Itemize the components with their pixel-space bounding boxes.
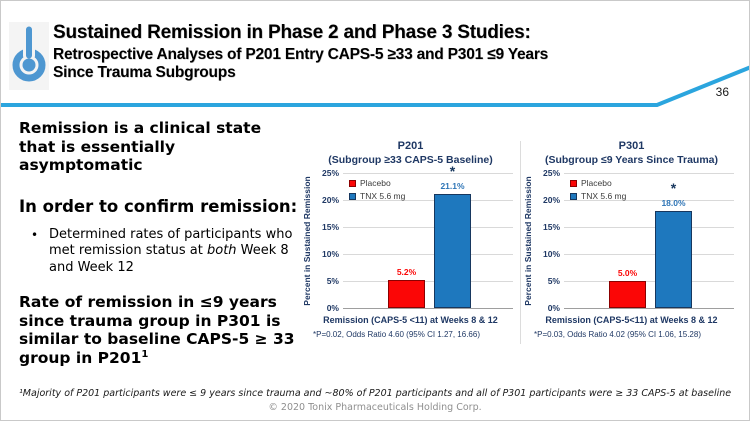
statement-rate-comparison: Rate of remission in ≤9 years since trau… (19, 293, 295, 367)
legend: Placebo TNX 5.6 mg (349, 178, 405, 204)
bar-placebo (609, 281, 646, 308)
bullet-text: Determined rates of participants who met… (49, 227, 293, 275)
bar-value-label: 18.0% (661, 197, 686, 208)
legend: Placebo TNX 5.6 mg (570, 178, 626, 204)
power-icon (12, 23, 46, 82)
slide-title: Sustained Remission in Phase 2 and Phase… (53, 22, 531, 43)
chart-footnote: *P=0.03, Odds Ratio 4.02 (95% CI 1.06, 1… (534, 330, 701, 339)
legend-swatch (570, 192, 577, 200)
legend-label: Placebo (360, 178, 391, 188)
legend-swatch (570, 179, 577, 187)
slide-subtitle-line2: Since Trauma Subgroups (53, 64, 236, 81)
bar-placebo (388, 279, 425, 308)
gridline (343, 227, 513, 228)
gridline (343, 254, 513, 255)
header-swoosh-line (1, 65, 749, 107)
legend-item: TNX 5.6 mg (349, 191, 405, 201)
copyright: © 2020 Tonix Pharmaceuticals Holding Cor… (268, 402, 482, 413)
statement-remission-definition: Remission is a clinical state that is es… (19, 119, 262, 175)
y-tick-label: 25% (542, 168, 560, 178)
gridline (343, 173, 513, 174)
slide-footnote: ¹Majority of P201 participants were ≤ 9 … (19, 388, 732, 399)
x-axis-label: Remission (CAPS-5 <11) at Weeks 8 & 12 (323, 315, 498, 325)
bar-value-label: 21.1% (440, 181, 465, 192)
legend-swatch (349, 192, 356, 200)
bullet-item: • Determined rates of participants who m… (31, 227, 293, 276)
legend-item: TNX 5.6 mg (570, 191, 626, 201)
legend-label: TNX 5.6 mg (360, 191, 406, 201)
bar-tnx-5-6-mg (655, 210, 692, 308)
y-tick-label: 5% (326, 276, 339, 286)
plot-area: Placebo TNX 5.6 mg 0% 5% 10% 15% 20% 25% 5.0% 18… (543, 168, 734, 313)
bar-tnx-5-6-mg (434, 194, 471, 308)
gridline (564, 200, 734, 201)
y-tick-label: 25% (321, 168, 339, 178)
bullet-marker: • (31, 228, 39, 242)
significance-asterisk: * (449, 163, 456, 180)
chart-title: P201 (397, 140, 424, 152)
y-tick-label: 20% (321, 195, 339, 205)
heading-confirm-remission: In order to confirm remission: (19, 197, 298, 216)
x-axis-label: Remission (CAPS-5<11) at Weeks 8 & 12 (545, 315, 718, 325)
legend-swatch (349, 179, 356, 187)
slide-subtitle-line1: Retrospective Analyses of P201 Entry CAP… (53, 46, 549, 63)
significance-asterisk: * (670, 179, 677, 196)
legend-label: Placebo (581, 178, 612, 188)
legend-label: TNX 5.6 mg (581, 191, 627, 201)
y-tick-label: 10% (321, 249, 339, 259)
chart-title: P301 (618, 140, 645, 152)
chart-subtitle: (Subgroup ≤9 Years Since Trauma) (544, 154, 719, 166)
chart-subtitle: (Subgroup ≥33 CAPS-5 Baseline) (328, 154, 493, 166)
y-axis-label: Percent in Sustained Remission (302, 176, 312, 306)
bar-value-label: 5.0% (617, 268, 638, 278)
gridline (564, 281, 734, 282)
tonix-logo (9, 22, 49, 90)
slide-number: 36 (715, 85, 729, 99)
reference-superscript: 1 (141, 348, 149, 360)
legend-item: Placebo (349, 178, 405, 188)
chart-divider (520, 141, 521, 344)
y-tick-label: 15% (321, 222, 339, 232)
y-tick-label: 20% (542, 195, 560, 205)
chart-panel-p301: P301 (Subgroup ≤9 Years Since Trauma) Pe… (522, 137, 741, 349)
y-tick-label: 15% (542, 222, 560, 232)
plot-area: Placebo TNX 5.6 mg 0% 5% 10% 15% 20% 25% 5.2% 21… (322, 163, 513, 313)
legend-item: Placebo (570, 178, 626, 188)
y-axis-label: Percent in Sustained Remission (523, 176, 533, 306)
gridline (343, 281, 513, 282)
y-tick-label: 10% (542, 249, 560, 259)
gridline (564, 173, 734, 174)
gridline (564, 227, 734, 228)
gridline (564, 254, 734, 255)
chart-panel-p201: P201 (Subgroup ≥33 CAPS-5 Baseline) Perc… (301, 137, 520, 349)
gridline (343, 200, 513, 201)
y-tick-label: 0% (547, 303, 560, 313)
chart-footnote: *P=0.02, Odds Ratio 4.60 (95% CI 1.27, 1… (313, 330, 480, 339)
y-tick-label: 5% (547, 276, 560, 286)
bar-value-label: 5.2% (396, 266, 417, 277)
y-tick-label: 0% (326, 303, 339, 313)
title-block: Sustained Remission in Phase 2 and Phase… (53, 22, 713, 82)
